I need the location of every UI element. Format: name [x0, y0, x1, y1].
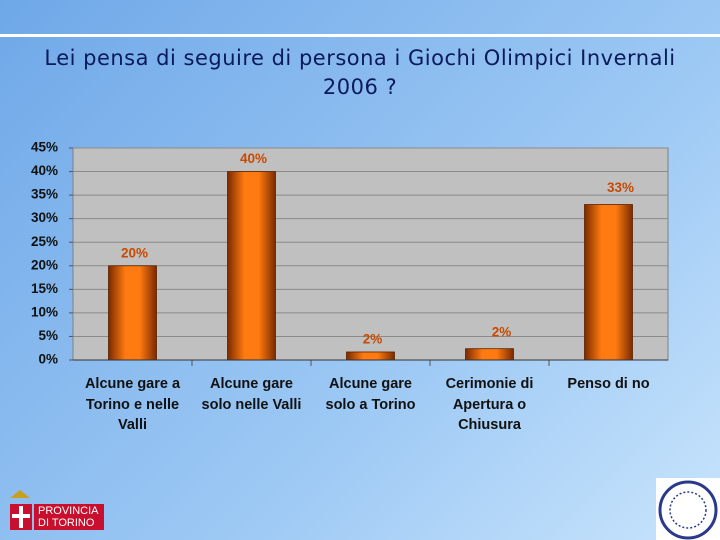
value-label: 33% [607, 180, 634, 195]
bar [465, 348, 514, 361]
y-tick-label: 0% [38, 352, 58, 367]
seal [656, 478, 720, 540]
bar [227, 171, 276, 361]
x-tick-label: Cerimonie di Apertura o Chiusura [445, 376, 534, 433]
value-label: 20% [121, 245, 148, 260]
x-tick-label: Alcune gare solo a Torino [325, 376, 416, 413]
plot-area [72, 147, 669, 361]
x-tick-label: Alcune gare a Torino e nelle Valli [84, 376, 181, 433]
logo-graphic [10, 490, 104, 530]
y-tick-label: 30% [31, 210, 58, 225]
value-label: 40% [240, 151, 267, 166]
bar [346, 351, 395, 361]
province-logo: PROVINCIA DI TORINO [6, 488, 106, 539]
y-tick-label: 35% [31, 187, 58, 202]
y-tick-label: 5% [38, 328, 58, 343]
logo-line: PROVINCIA [38, 505, 99, 517]
chart-title: Lei pensa di seguire di persona i Giochi… [44, 46, 676, 99]
y-tick-label: 15% [31, 281, 58, 296]
value-label: 2% [363, 332, 383, 347]
y-tick-label: 25% [31, 234, 58, 249]
logo-line: DI TORINO [38, 517, 95, 529]
bar [108, 265, 157, 361]
y-tick-label: 40% [31, 163, 58, 178]
logo-text: PROVINCIA DI TORINO [38, 505, 99, 529]
y-tick-label: 20% [31, 257, 58, 272]
bar [584, 204, 633, 361]
x-tick-label: Penso di no [567, 376, 650, 392]
x-tick-label: Alcune gare solo nelle Valli [201, 376, 302, 413]
value-label: 2% [492, 324, 512, 339]
y-tick-label: 10% [31, 304, 58, 319]
y-tick-label: 45% [31, 140, 58, 155]
top-rule [0, 34, 720, 37]
